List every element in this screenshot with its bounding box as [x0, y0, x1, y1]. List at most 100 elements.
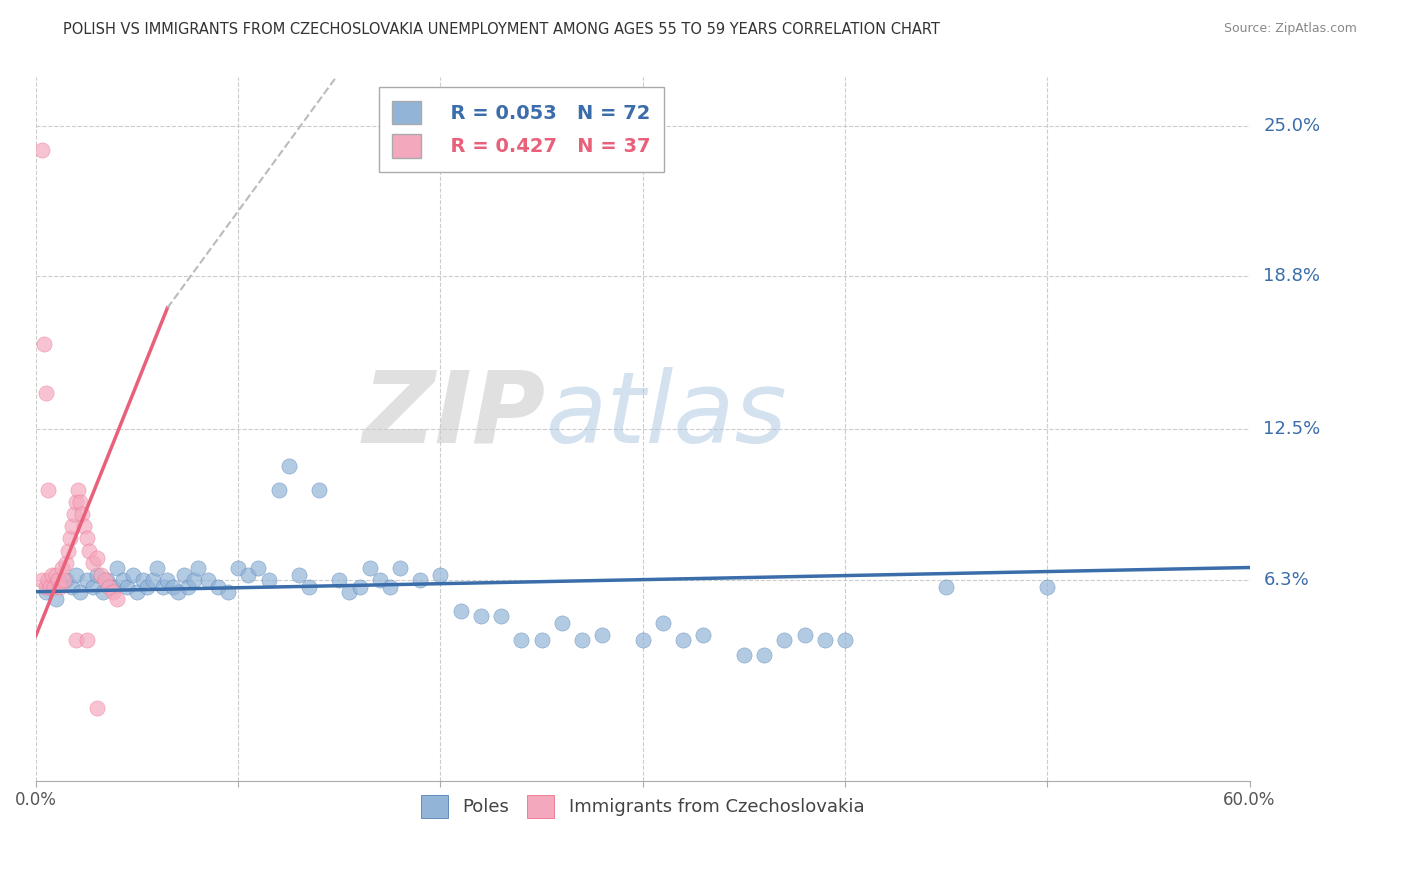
- Point: [672, 633, 695, 648]
- Point: [58, 543, 80, 558]
- Point: [429, 567, 451, 582]
- Point: [1036, 580, 1059, 594]
- Point: [247, 560, 270, 574]
- Point: [409, 573, 432, 587]
- Point: [101, 584, 124, 599]
- Text: atlas: atlas: [546, 367, 787, 464]
- Point: [773, 633, 796, 648]
- Point: [41, 567, 63, 582]
- Point: [93, 573, 115, 587]
- Point: [308, 483, 330, 497]
- Point: [733, 648, 755, 662]
- Point: [267, 483, 290, 497]
- Point: [82, 556, 104, 570]
- Point: [450, 604, 472, 618]
- Point: [60, 519, 83, 533]
- Point: [257, 573, 280, 587]
- Text: 6.3%: 6.3%: [1264, 571, 1309, 589]
- Point: [359, 560, 381, 574]
- Point: [86, 550, 108, 565]
- Point: [60, 580, 83, 594]
- Point: [125, 584, 148, 599]
- Point: [187, 560, 209, 574]
- Point: [378, 580, 401, 594]
- Point: [834, 633, 856, 648]
- Point: [44, 580, 66, 594]
- Text: 25.0%: 25.0%: [1264, 117, 1320, 135]
- Point: [368, 573, 391, 587]
- Point: [115, 580, 138, 594]
- Point: [142, 573, 165, 587]
- Point: [935, 580, 957, 594]
- Point: [793, 628, 815, 642]
- Point: [82, 580, 104, 594]
- Point: [69, 495, 91, 509]
- Point: [122, 567, 145, 582]
- Point: [31, 573, 53, 587]
- Point: [489, 609, 512, 624]
- Text: 18.8%: 18.8%: [1264, 268, 1320, 285]
- Point: [105, 560, 128, 574]
- Text: 12.5%: 12.5%: [1264, 420, 1320, 438]
- Point: [90, 567, 112, 582]
- Point: [65, 633, 87, 648]
- Point: [339, 584, 361, 599]
- Point: [631, 633, 654, 648]
- Point: [226, 560, 249, 574]
- Point: [91, 584, 114, 599]
- Point: [176, 580, 198, 594]
- Point: [96, 573, 118, 587]
- Point: [35, 584, 58, 599]
- Point: [49, 575, 72, 590]
- Point: [591, 628, 613, 642]
- Point: [349, 580, 371, 594]
- Point: [162, 580, 184, 594]
- Point: [328, 573, 350, 587]
- Point: [111, 573, 134, 587]
- Point: [183, 573, 205, 587]
- Point: [288, 567, 311, 582]
- Legend: Poles, Immigrants from Czechoslovakia: Poles, Immigrants from Czechoslovakia: [413, 789, 872, 825]
- Point: [39, 580, 62, 594]
- Point: [530, 633, 553, 648]
- Point: [197, 573, 219, 587]
- Point: [39, 580, 62, 594]
- Point: [69, 584, 91, 599]
- Point: [45, 592, 67, 607]
- Point: [510, 633, 533, 648]
- Point: [72, 507, 94, 521]
- Point: [49, 580, 72, 594]
- Point: [76, 573, 98, 587]
- Point: [156, 573, 179, 587]
- Point: [152, 580, 174, 594]
- Point: [53, 573, 76, 587]
- Point: [238, 567, 260, 582]
- Point: [207, 580, 229, 594]
- Point: [46, 573, 69, 587]
- Point: [31, 143, 53, 157]
- Point: [105, 592, 128, 607]
- Point: [101, 580, 124, 594]
- Text: Source: ZipAtlas.com: Source: ZipAtlas.com: [1223, 22, 1357, 36]
- Point: [59, 532, 82, 546]
- Text: POLISH VS IMMIGRANTS FROM CZECHOSLOVAKIA UNEMPLOYMENT AMONG AGES 55 TO 59 YEARS : POLISH VS IMMIGRANTS FROM CZECHOSLOVAKIA…: [63, 22, 941, 37]
- Point: [55, 556, 77, 570]
- Point: [65, 567, 87, 582]
- Point: [814, 633, 837, 648]
- Point: [37, 573, 59, 587]
- Point: [63, 507, 86, 521]
- Point: [51, 560, 73, 574]
- Text: ZIP: ZIP: [363, 367, 546, 464]
- Point: [77, 543, 100, 558]
- Point: [166, 584, 188, 599]
- Point: [132, 573, 155, 587]
- Point: [217, 584, 239, 599]
- Point: [45, 567, 67, 582]
- Point: [76, 633, 98, 648]
- Point: [35, 385, 58, 400]
- Point: [173, 567, 195, 582]
- Point: [76, 532, 98, 546]
- Point: [67, 483, 90, 497]
- Point: [692, 628, 714, 642]
- Point: [298, 580, 321, 594]
